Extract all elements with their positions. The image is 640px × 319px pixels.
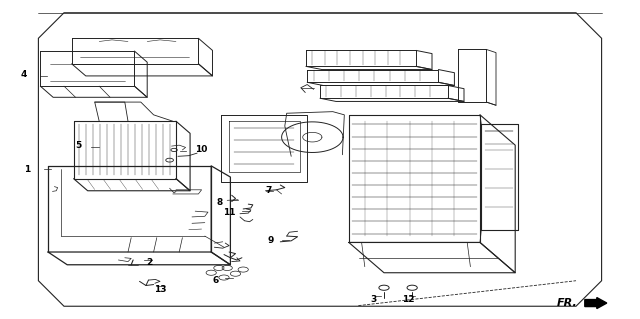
Text: FR.: FR. <box>557 298 577 308</box>
Text: 6: 6 <box>212 276 219 285</box>
Text: 8: 8 <box>216 198 223 207</box>
Text: 10: 10 <box>195 145 207 154</box>
Text: 4: 4 <box>20 70 27 78</box>
Text: 13: 13 <box>154 285 166 294</box>
Text: 12: 12 <box>402 295 415 304</box>
Text: 5: 5 <box>76 141 82 150</box>
Text: 7: 7 <box>266 186 272 195</box>
Text: 2: 2 <box>146 258 152 267</box>
Text: 3: 3 <box>370 295 376 304</box>
FancyArrow shape <box>585 298 607 308</box>
Text: 11: 11 <box>223 208 236 217</box>
Text: 9: 9 <box>268 236 274 245</box>
Text: 1: 1 <box>24 165 31 174</box>
